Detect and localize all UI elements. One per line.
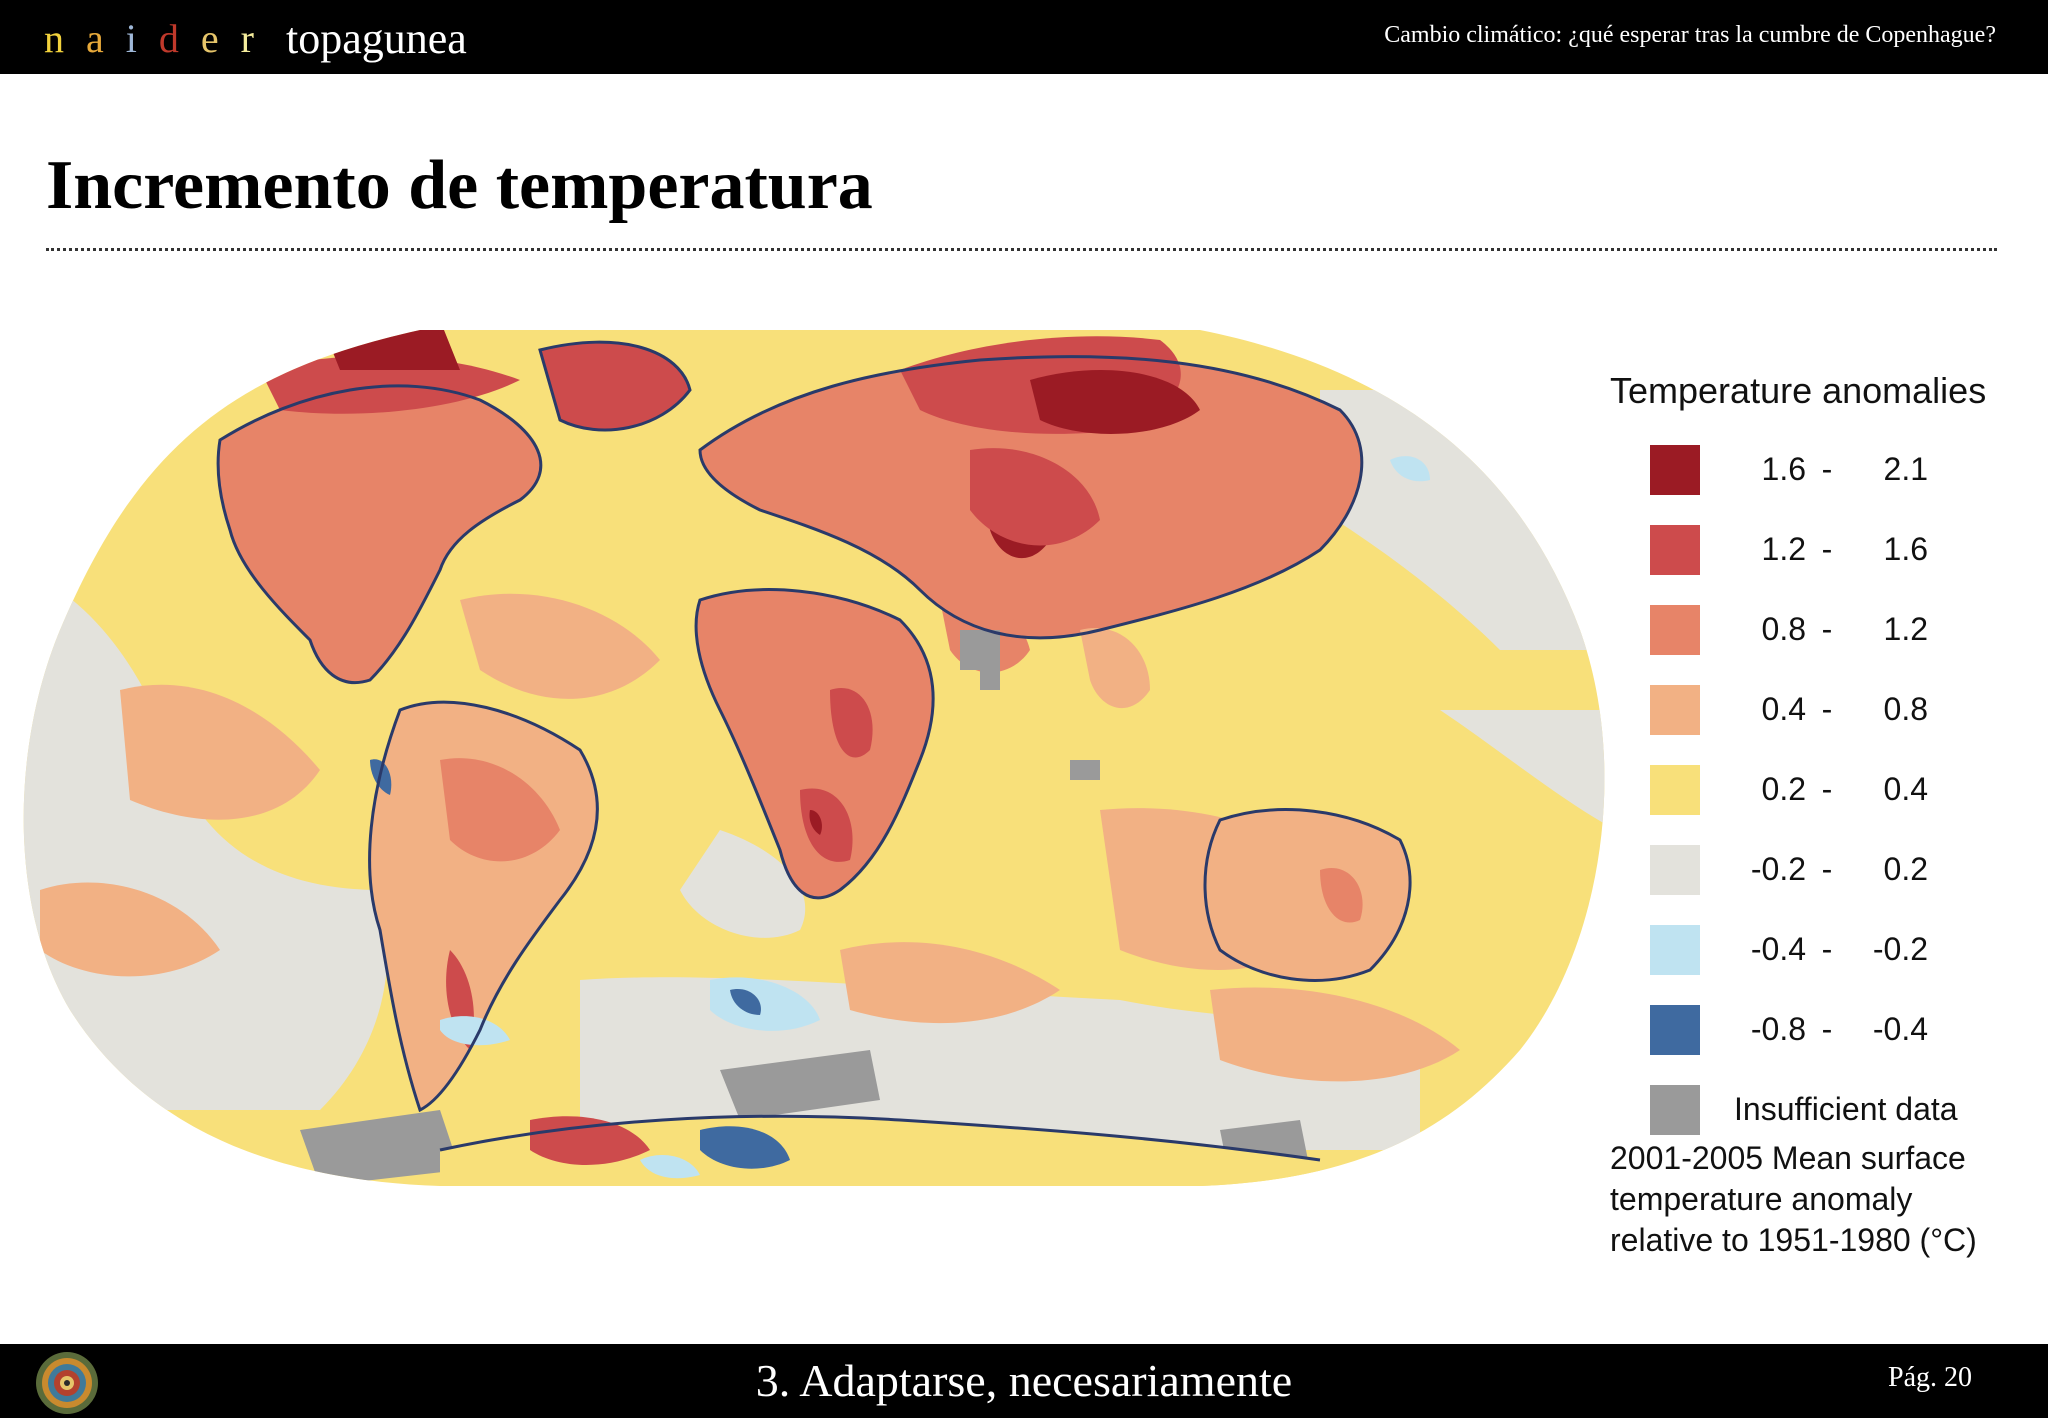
legend-item: 0.8- 1.2 <box>1650 605 2030 657</box>
legend-range-low: -0.4 <box>1750 931 1806 967</box>
legend-item: 1.6- 2.1 <box>1650 445 2030 497</box>
brand-letters: naider <box>44 15 276 62</box>
legend-range-separator: - <box>1821 531 1833 567</box>
legend-range-high: 0.2 <box>1883 851 1928 887</box>
brand-letter: r <box>240 15 276 61</box>
legend-range-low: 0.4 <box>1761 691 1806 727</box>
legend-item: -0.8- -0.4 <box>1650 1005 2030 1057</box>
legend-caption: 2001-2005 Mean surface temperature anoma… <box>1610 1138 2040 1261</box>
legend-swatch <box>1650 525 1700 575</box>
legend-range-separator: - <box>1821 851 1833 887</box>
legend-insufficient-label: Insufficient data <box>1734 1091 1958 1127</box>
legend-range-low: -0.8 <box>1750 1011 1806 1047</box>
legend-range-separator: - <box>1821 1011 1833 1047</box>
legend-range-separator: - <box>1821 691 1833 727</box>
legend-swatch <box>1650 845 1700 895</box>
legend-item: 1.2- 1.6 <box>1650 525 2030 577</box>
legend-swatch <box>1650 1085 1700 1135</box>
legend-range-low: 1.6 <box>1761 451 1806 487</box>
presentation-title: Cambio climático: ¿qué esperar tras la c… <box>1384 22 1996 48</box>
legend-range-low: -0.2 <box>1750 851 1806 887</box>
legend-range-high: -0.2 <box>1872 931 1928 967</box>
section-title: 3. Adaptarse, necesariamente <box>755 1355 1293 1406</box>
legend-item-insufficient: Insufficient data <box>1650 1085 2030 1137</box>
brand-word: topagunea <box>285 13 467 63</box>
legend-item: -0.4- -0.2 <box>1650 925 2030 977</box>
legend-swatch <box>1650 1005 1700 1055</box>
legend-item: 0.4- 0.8 <box>1650 685 2030 737</box>
legend-range-high: 1.6 <box>1883 531 1928 567</box>
brand-letter: n <box>44 15 86 61</box>
legend-range-separator: - <box>1821 611 1833 647</box>
legend-range-high: 0.8 <box>1883 691 1928 727</box>
legend-range-low: 1.2 <box>1761 531 1806 567</box>
page-title: Incremento de temperatura <box>46 147 873 224</box>
legend-title: Temperature anomalies <box>1610 370 1987 411</box>
legend-range-low: 0.2 <box>1761 771 1806 807</box>
legend-range-high: -0.4 <box>1872 1011 1928 1047</box>
brand-letter: d <box>158 15 201 61</box>
legend-caption-line: relative to 1951-1980 (°C) <box>1610 1222 1977 1258</box>
legend-range-high: 1.2 <box>1883 611 1928 647</box>
legend-range-separator: - <box>1821 771 1833 807</box>
legend-swatch <box>1650 765 1700 815</box>
title-divider <box>46 248 1997 251</box>
legend-caption-line: temperature anomaly <box>1610 1181 1913 1217</box>
brand-letter: i <box>125 15 159 61</box>
brand-letter: a <box>86 15 126 61</box>
legend-caption-line: 2001-2005 Mean surface <box>1610 1140 1966 1176</box>
map-svg <box>23 330 1605 1186</box>
brand-logo[interactable]: naider topagunea <box>44 8 467 68</box>
legend-swatch <box>1650 925 1700 975</box>
page-number: Pág. 20 <box>1888 1362 1972 1393</box>
legend-swatch <box>1650 605 1700 655</box>
brand-letter: e <box>200 15 241 61</box>
footer-bar: 3. Adaptarse, necesariamente Pág. 20 <box>0 1344 2048 1418</box>
legend-range-high: 0.4 <box>1883 771 1928 807</box>
legend-range-high: 2.1 <box>1883 451 1928 487</box>
legend-range-separator: - <box>1821 451 1833 487</box>
header-bar: naider topagunea Cambio climático: ¿qué … <box>0 0 2048 74</box>
temperature-anomaly-map <box>20 330 1616 1192</box>
legend-swatch <box>1650 685 1700 735</box>
legend-swatch <box>1650 445 1700 495</box>
legend-range-separator: - <box>1821 931 1833 967</box>
legend-item: -0.2-0.2 <box>1650 845 2030 897</box>
mandala-logo-icon <box>36 1352 98 1414</box>
map-field <box>23 330 1605 1186</box>
legend-range-low: 0.8 <box>1761 611 1806 647</box>
legend-item: 0.2- 0.4 <box>1650 765 2030 817</box>
